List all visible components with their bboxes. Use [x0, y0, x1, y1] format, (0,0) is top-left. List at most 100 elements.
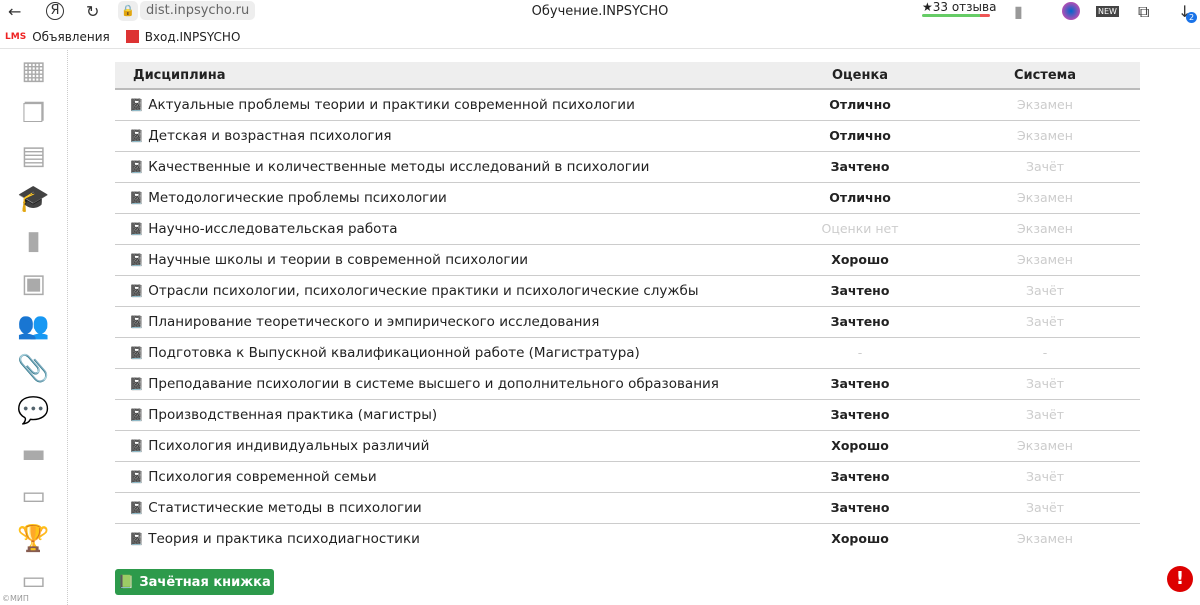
lms-icon: LMS [5, 31, 27, 42]
table-row: 📓 Детская и возрастная психология Отличн… [115, 120, 1140, 152]
table-row: 📓 Статистические методы в психологии Зач… [115, 492, 1140, 524]
book-icon: 📓 [129, 345, 144, 360]
discipline-name: Производственная практика (магистры) [148, 406, 438, 423]
trophy-icon[interactable]: 🏆 [17, 523, 50, 554]
discipline-name: Актуальные проблемы теории и практики со… [148, 96, 635, 113]
reviews-badge[interactable]: ★33 отзыва [922, 0, 996, 17]
discipline-cell[interactable]: 📓 Психология современной семьи [115, 461, 770, 493]
back-icon[interactable]: ← [8, 2, 22, 21]
book-icon: 📗 [118, 574, 135, 590]
system: Зачёт [1025, 158, 1065, 174]
grade: Зачтено [830, 499, 890, 515]
bookmark-page-icon[interactable]: ▮ [1014, 2, 1023, 21]
discipline-cell[interactable]: 📓 Отрасли психологии, психологические пр… [115, 275, 770, 307]
discipline-name: Преподавание психологии в системе высшег… [148, 375, 719, 392]
comments-icon[interactable]: 💬 [17, 396, 50, 427]
grid-icon[interactable]: ▦ [21, 56, 46, 87]
system: Экзамен [1017, 96, 1073, 112]
discipline-cell[interactable]: 📓 Детская и возрастная психология [115, 120, 770, 152]
discipline-name: Психология современной семьи [148, 468, 377, 485]
record-book-label: Зачётная книжка [139, 574, 271, 590]
discipline-cell[interactable]: 📓 Качественные и количественные методы и… [115, 151, 770, 183]
discipline-name: Научно-исследовательская работа [148, 220, 398, 237]
grade: Хорошо [831, 251, 889, 267]
system: Экзамен [1017, 530, 1073, 546]
book-icon: 📓 [129, 376, 144, 391]
table-row: 📓 Качественные и количественные методы и… [115, 151, 1140, 183]
grade: Зачтено [830, 406, 890, 422]
paperclip-icon[interactable]: 📎 [17, 353, 50, 384]
credit-card-icon[interactable]: ▭ [21, 566, 46, 597]
table-row: 📓 Методологические проблемы психологии О… [115, 182, 1140, 214]
discipline-name: Качественные и количественные методы исс… [148, 158, 650, 175]
grade: Оценки нет [821, 220, 899, 236]
system: - [1042, 344, 1048, 360]
table-row: 📓 Преподавание психологии в системе высш… [115, 368, 1140, 400]
table-row: 📓 Подготовка к Выпускной квалификационно… [115, 337, 1140, 369]
bookmarks-bar: LMS Объявления Вход.INPSYCHO [0, 25, 1200, 49]
bookmark-announcements[interactable]: Объявления [32, 29, 110, 44]
reviews-text: ★33 отзыва [922, 0, 997, 14]
grade: Хорошо [831, 437, 889, 453]
system: Зачёт [1025, 468, 1065, 484]
table-row: 📓 Теория и практика психодиагностики Хор… [115, 523, 1140, 554]
archive-icon[interactable]: ▭ [21, 481, 46, 512]
grade: Отлично [829, 127, 891, 143]
grade: Зачтено [830, 468, 890, 484]
grade: Хорошо [831, 530, 889, 546]
table-header: Дисциплина Оценка Система [115, 62, 1140, 90]
folder-icon[interactable]: ▬ [21, 438, 46, 469]
discipline-cell[interactable]: 📓 Научные школы и теории в современной п… [115, 244, 770, 276]
discipline-cell[interactable]: 📓 Научно-исследовательская работа [115, 213, 770, 245]
grades-table: Дисциплина Оценка Система 📓 Актуальные п… [115, 62, 1140, 554]
grade: Отлично [829, 96, 891, 112]
discipline-cell[interactable]: 📓 Психология индивидуальных различий [115, 430, 770, 462]
book-icon: 📓 [129, 128, 144, 143]
book-icon: 📓 [129, 159, 144, 174]
system: Зачёт [1025, 406, 1065, 422]
system: Зачёт [1025, 313, 1065, 329]
inpsycho-logo-icon [125, 30, 139, 43]
calendar-icon[interactable]: ▤ [21, 141, 46, 172]
address-bar[interactable]: dist.inpsycho.ru [140, 1, 256, 20]
table-row: 📓 Производственная практика (магистры) З… [115, 399, 1140, 431]
book-icon: 📓 [129, 252, 144, 267]
record-book-button[interactable]: 📗 Зачётная книжка [115, 569, 274, 595]
alice-icon[interactable] [1062, 2, 1080, 20]
book-icon: 📓 [129, 438, 144, 453]
discipline-cell[interactable]: 📓 Теория и практика психодиагностики [115, 523, 770, 554]
grade: Зачтено [830, 313, 890, 329]
discipline-name: Отрасли психологии, психологические прак… [148, 282, 699, 299]
table-row: 📓 Планирование теоретического и эмпириче… [115, 306, 1140, 338]
bookmark-login[interactable]: Вход.INPSYCHO [144, 29, 241, 44]
discipline-name: Детская и возрастная психология [148, 127, 392, 144]
discipline-cell[interactable]: 📓 Планирование теоретического и эмпириче… [115, 306, 770, 338]
discipline-cell[interactable]: 📓 Актуальные проблемы теории и практики … [115, 89, 770, 121]
downloads-icon[interactable]: ↓ 2 [1178, 2, 1197, 23]
discipline-cell[interactable]: 📓 Методологические проблемы психологии [115, 182, 770, 214]
new-extension-icon[interactable]: NEW [1096, 6, 1119, 17]
video-file-icon[interactable]: ▣ [21, 268, 46, 299]
discipline-name: Теория и практика психодиагностики [148, 530, 420, 547]
book-icon: 📓 [129, 500, 144, 515]
table-row: 📓 Научно-исследовательская работа Оценки… [115, 213, 1140, 245]
system: Экзамен [1017, 127, 1073, 143]
discipline-name: Статистические методы в психологии [148, 499, 422, 516]
table-row: 📓 Психология индивидуальных различий Хор… [115, 430, 1140, 462]
bookmark-icon[interactable]: ▮ [26, 226, 41, 257]
collections-icon[interactable]: ⧉ [1138, 2, 1150, 21]
graduation-cap-icon[interactable]: 🎓 [17, 183, 50, 214]
book-icon: 📓 [129, 469, 144, 484]
discipline-cell[interactable]: 📓 Статистические методы в психологии [115, 492, 770, 524]
discipline-cell[interactable]: 📓 Преподавание психологии в системе высш… [115, 368, 770, 400]
alert-icon[interactable]: ! [1167, 566, 1193, 592]
documents-icon[interactable]: ❐ [21, 98, 46, 129]
yandex-icon[interactable]: Я [46, 2, 64, 20]
discipline-cell[interactable]: 📓 Производственная практика (магистры) [115, 399, 770, 431]
book-icon: 📓 [129, 314, 144, 329]
discipline-cell[interactable]: 📓 Подготовка к Выпускной квалификационно… [115, 337, 770, 369]
reload-icon[interactable]: ↻ [86, 2, 100, 21]
grade: Зачтено [830, 375, 890, 391]
system: Зачёт [1025, 282, 1065, 298]
users-icon[interactable]: 👥 [17, 311, 50, 342]
